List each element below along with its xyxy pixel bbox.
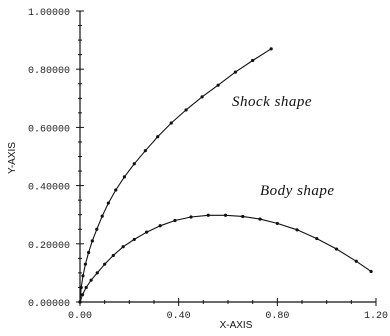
body-shape-point [369, 269, 373, 274]
y-tick-label: 0.20000 [28, 241, 70, 252]
body-shape-point [145, 230, 149, 234]
shock-shape-point [114, 188, 118, 192]
shock-shape-point [81, 274, 85, 278]
y-tick-label: 0.40000 [28, 183, 70, 194]
body-shape-point [315, 236, 319, 241]
body-shape-point [275, 221, 279, 226]
body-shape-point [121, 245, 125, 249]
body-shape-line [79, 214, 372, 303]
x-tick-label: 0.40 [167, 311, 191, 322]
shock-shape-point [79, 285, 83, 290]
body-shape-point [354, 259, 358, 263]
body-shape-point [158, 224, 162, 228]
body-shape-point [295, 228, 299, 232]
body-shape-point [258, 217, 262, 221]
shock-shape-point [122, 175, 126, 179]
shock-shape-point [200, 95, 204, 99]
shock-shape-line [79, 48, 272, 303]
x-axis-title: X-AXIS [220, 320, 253, 331]
body-shape-point [206, 213, 210, 217]
body-shape-point [111, 253, 115, 258]
y-tick-label: 0.60000 [28, 124, 70, 135]
body-shape-point [103, 262, 107, 266]
body-shape-point [334, 247, 339, 251]
shock-shape-point [87, 250, 91, 255]
y-tick-label: 0.80000 [28, 66, 70, 77]
shock-shape-point [100, 214, 104, 218]
body-shape-point [84, 285, 88, 290]
shock-shape-point [143, 149, 147, 153]
shock-shape-point [106, 201, 110, 205]
body-shape-point [132, 237, 136, 242]
shock-shape-point [90, 239, 94, 243]
body-shape-point [223, 213, 228, 217]
ticks: 0.00000 0.20000 0.40000 0.60000 0.80000 1.000… [28, 8, 388, 322]
y-tick-label: 0.00000 [28, 299, 70, 310]
curves [78, 47, 373, 304]
shock-shape-point [83, 262, 88, 266]
shock-shape-label: Shock shape [232, 94, 312, 110]
x-tick-label: 0.80 [265, 311, 289, 322]
body-shape-point [189, 215, 193, 219]
body-shape-point [89, 278, 93, 282]
x-tick-label: 1.20 [364, 311, 388, 322]
shock-shape-point [95, 227, 99, 231]
body-shape-point [95, 271, 99, 275]
x-tick-label: 0.00 [68, 311, 92, 322]
y-axis-title: Y-AXIS [7, 142, 18, 174]
body-shape-point [80, 293, 85, 297]
shock-shape-point [184, 108, 188, 112]
shock-shape-point [132, 162, 136, 166]
shock-shape-point [269, 47, 273, 51]
y-tick-label: 1.00000 [28, 8, 70, 19]
body-shape-point [173, 218, 177, 223]
plot-area [79, 11, 376, 303]
body-shape-point [241, 214, 245, 219]
shock-shape-point [169, 121, 173, 125]
body-shape-label: Body shape [260, 183, 335, 199]
body-shape-point [78, 300, 82, 304]
shock-shape-point [216, 83, 220, 87]
shock-shape-point [156, 135, 160, 139]
shock-shape-point [233, 70, 237, 74]
shock-shape-point [251, 58, 255, 63]
